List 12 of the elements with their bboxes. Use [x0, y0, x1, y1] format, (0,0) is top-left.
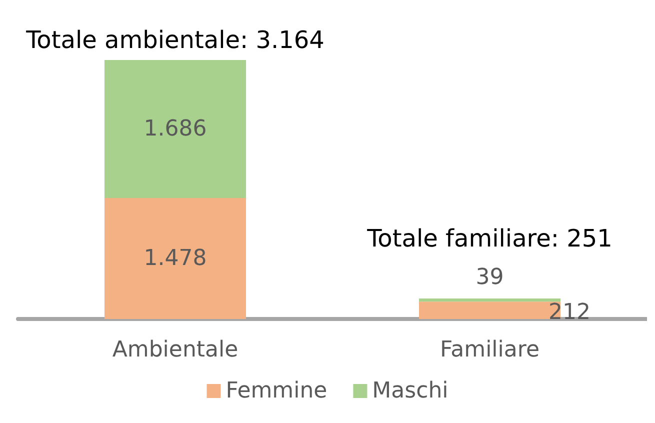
x-tick-label: Ambientale — [112, 338, 238, 362]
data-label: 1.478 — [144, 246, 207, 272]
data-label: 39 — [476, 264, 504, 290]
total-label: Totale ambientale: 3.164 — [25, 26, 324, 54]
bar — [104, 60, 246, 198]
legend-label: Femmine — [226, 378, 328, 404]
legend-label: Maschi — [372, 378, 448, 404]
bar — [418, 298, 561, 302]
total-label: Totale familiare: 251 — [366, 224, 612, 252]
x-tick-label: Familiare — [440, 338, 540, 362]
data-label: 1.686 — [144, 116, 207, 142]
bar — [104, 198, 246, 319]
